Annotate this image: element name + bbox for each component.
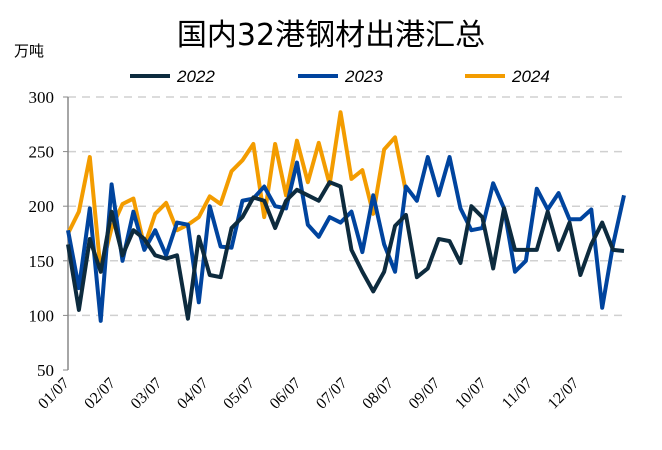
series-line-2024	[66, 110, 408, 274]
chart-title: 国内32港钢材出港汇总	[176, 18, 486, 53]
x-tick-label: 01/07	[35, 375, 73, 413]
y-tick-label: 150	[29, 252, 55, 271]
x-tick-label: 04/07	[174, 375, 212, 413]
x-tick-label: 03/07	[128, 375, 166, 413]
x-tick-label: 02/07	[81, 375, 119, 413]
x-tick-label: 11/07	[499, 375, 536, 412]
y-axis-label: 万吨	[14, 42, 45, 60]
x-tick-label: 05/07	[220, 375, 258, 413]
legend-label-2023: 2023	[344, 67, 383, 86]
y-tick-label: 250	[29, 143, 55, 162]
x-tick-label: 09/07	[406, 375, 444, 413]
x-tick-label: 10/07	[452, 375, 490, 413]
series-line-2022	[66, 180, 625, 321]
legend-label-2022: 2022	[176, 67, 215, 86]
y-tick-label: 50	[37, 361, 54, 380]
x-tick-label: 06/07	[267, 375, 305, 413]
x-tick-label: 12/07	[545, 375, 583, 413]
x-tick-label: 07/07	[313, 375, 351, 413]
x-tick-label: 08/07	[359, 375, 397, 413]
y-tick-label: 100	[29, 306, 55, 325]
legend-label-2024: 2024	[511, 67, 550, 86]
y-tick-label: 300	[29, 88, 55, 107]
y-tick-label: 200	[29, 197, 55, 216]
